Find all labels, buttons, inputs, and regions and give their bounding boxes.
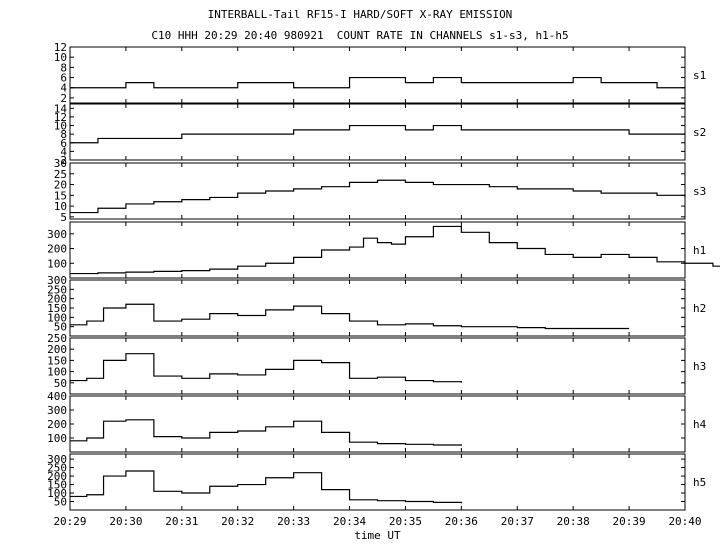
- y-tick-label: 250: [47, 462, 67, 475]
- panel-frame-h2: [69, 279, 686, 337]
- x-tick-label: 20:35: [389, 515, 422, 528]
- x-tick-label: 20:38: [557, 515, 590, 528]
- channel-label-s3: s3: [693, 185, 706, 198]
- y-tick-label: 15: [54, 189, 67, 202]
- y-tick-label: 5: [60, 211, 67, 224]
- series-s2: [70, 124, 685, 144]
- panel-frame-s3: [69, 162, 686, 220]
- y-tick-label: 300: [47, 274, 67, 287]
- x-axis-label: time UT: [354, 529, 401, 542]
- y-tick-label: 4: [60, 82, 67, 95]
- x-tick-label: 20:32: [221, 515, 254, 528]
- series-s1: [70, 76, 685, 89]
- y-tick-label: 150: [47, 354, 67, 367]
- y-tick-label: 8: [60, 128, 67, 141]
- x-tick-label: 20:36: [445, 515, 478, 528]
- x-tick-label: 20:39: [613, 515, 646, 528]
- y-tick-label: 200: [47, 418, 67, 431]
- x-tick-label: 20:40: [668, 515, 701, 528]
- channel-label-h4: h4: [693, 418, 707, 431]
- series-s3: [70, 179, 686, 214]
- series-h5: [70, 470, 462, 504]
- y-tick-label: 200: [47, 470, 67, 483]
- y-tick-label: 200: [47, 343, 67, 356]
- panel-frame-s2: [69, 103, 686, 161]
- x-tick-label: 20:33: [277, 515, 310, 528]
- y-tick-label: 100: [47, 311, 67, 324]
- panel-frame-h1: [69, 221, 686, 279]
- y-tick-label: 400: [47, 390, 67, 403]
- channel-label-h3: h3: [693, 360, 706, 373]
- x-tick-label: 20:30: [109, 515, 142, 528]
- y-tick-label: 8: [60, 61, 67, 74]
- y-tick-label: 6: [60, 72, 67, 85]
- panel-frame-h3: [69, 337, 686, 395]
- x-tick-label: 20:34: [333, 515, 366, 528]
- y-tick-label: 300: [47, 453, 67, 466]
- y-tick-label: 200: [47, 243, 67, 256]
- y-tick-label: 100: [47, 366, 67, 379]
- y-tick-label: 30: [54, 157, 67, 170]
- y-tick-label: 100: [47, 257, 67, 270]
- channel-label-h5: h5: [693, 476, 706, 489]
- y-tick-label: 4: [60, 145, 67, 158]
- channel-label-s1: s1: [693, 69, 706, 82]
- y-tick-label: 300: [47, 404, 67, 417]
- series-h1: [70, 225, 720, 275]
- y-tick-label: 50: [54, 377, 67, 390]
- y-tick-label: 6: [60, 137, 67, 150]
- y-tick-label: 250: [47, 283, 67, 296]
- x-tick-label: 20:29: [53, 515, 86, 528]
- y-tick-label: 50: [54, 496, 67, 509]
- y-tick-label: 2: [60, 154, 67, 167]
- y-tick-label: 200: [47, 293, 67, 306]
- chart-subtitle: C10 HHH 20:29 20:40 980921 COUNT RATE IN…: [151, 29, 569, 42]
- y-tick-label: 150: [47, 479, 67, 492]
- y-tick-label: 14: [54, 102, 68, 115]
- channel-label-h2: h2: [693, 302, 706, 315]
- x-tick-label: 20:37: [501, 515, 534, 528]
- y-tick-label: 150: [47, 302, 67, 315]
- y-tick-label: 250: [47, 332, 67, 345]
- panel-frame-s1: [69, 46, 686, 104]
- chart-title: INTERBALL-Tail RF15-I HARD/SOFT X-RAY EM…: [207, 8, 513, 21]
- y-tick-label: 100: [47, 432, 67, 445]
- y-tick-label: 2: [60, 92, 67, 105]
- y-tick-label: 20: [54, 179, 67, 192]
- y-tick-label: 10: [54, 120, 67, 133]
- panel-frame-h5: [69, 453, 686, 511]
- series-h2: [70, 303, 630, 330]
- y-tick-label: 12: [54, 41, 67, 54]
- y-tick-label: 25: [54, 168, 67, 181]
- y-tick-label: 10: [54, 200, 67, 213]
- x-tick-label: 20:31: [165, 515, 198, 528]
- series-h4: [70, 419, 462, 446]
- y-tick-label: 12: [54, 111, 67, 124]
- series-h3: [70, 353, 462, 383]
- channel-label-s2: s2: [693, 126, 706, 139]
- y-tick-label: 50: [54, 321, 67, 334]
- channel-label-h1: h1: [693, 244, 706, 257]
- y-tick-label: 100: [47, 487, 67, 500]
- y-tick-label: 10: [54, 51, 67, 64]
- y-tick-label: 300: [47, 228, 67, 241]
